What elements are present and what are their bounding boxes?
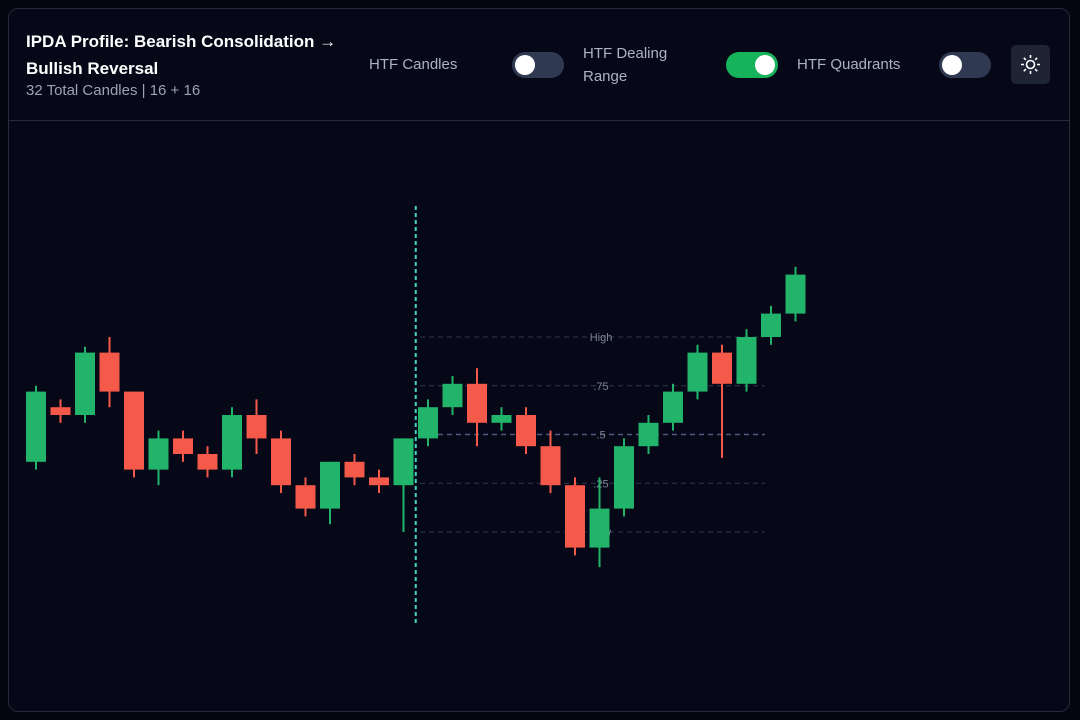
toggle-label: HTF Quadrants — [797, 56, 901, 73]
level-label: High — [590, 332, 613, 344]
candle-body — [124, 391, 144, 470]
candle-body — [99, 352, 120, 392]
title: IPDA Profile: Bearish Consolidation → Bu… — [26, 32, 337, 78]
candle-body — [26, 391, 46, 462]
header: IPDA Profile: Bearish Consolidation → Bu… — [8, 8, 1070, 121]
candle-body — [785, 274, 806, 314]
candle-body — [246, 415, 267, 439]
candle-body — [295, 485, 316, 509]
candle-body — [467, 383, 487, 423]
toggle[interactable] — [512, 52, 564, 78]
candle-body — [271, 438, 291, 486]
toggle[interactable] — [939, 52, 991, 78]
toggle[interactable] — [726, 52, 778, 78]
candle-body — [320, 461, 340, 509]
candle-body — [344, 461, 365, 478]
sun-icon — [1021, 55, 1040, 74]
candle-body — [516, 415, 536, 447]
candle-body — [50, 407, 71, 415]
candle-body — [393, 438, 414, 486]
candle-body — [712, 352, 732, 384]
candle-body — [663, 391, 683, 423]
candle-body — [638, 422, 659, 447]
candle-body — [369, 477, 389, 486]
toggle-label: HTF Candles — [369, 56, 458, 73]
candle-body — [614, 446, 634, 509]
theme-button[interactable] — [1011, 45, 1050, 84]
toggle-label: HTF Dealing Range — [583, 45, 668, 85]
candle-body — [761, 313, 781, 337]
level-label: .25 — [593, 478, 608, 490]
level-label: .75 — [593, 381, 608, 393]
candle-body — [418, 407, 438, 439]
candle-body — [222, 415, 242, 470]
candle-body — [687, 352, 708, 392]
panel — [8, 8, 1070, 712]
candle-body — [75, 352, 95, 415]
candle-body — [565, 485, 585, 548]
candle-body — [589, 508, 610, 548]
candle-body — [173, 438, 193, 454]
candle-body — [491, 415, 512, 423]
candle-body — [540, 446, 561, 486]
candle-body — [148, 438, 169, 470]
subtitle: 32 Total Candles | 16 + 16 — [26, 82, 201, 99]
candle-body — [442, 383, 463, 408]
candle-body — [197, 454, 218, 470]
candle-body — [736, 337, 757, 384]
level-label: .5 — [596, 430, 605, 442]
